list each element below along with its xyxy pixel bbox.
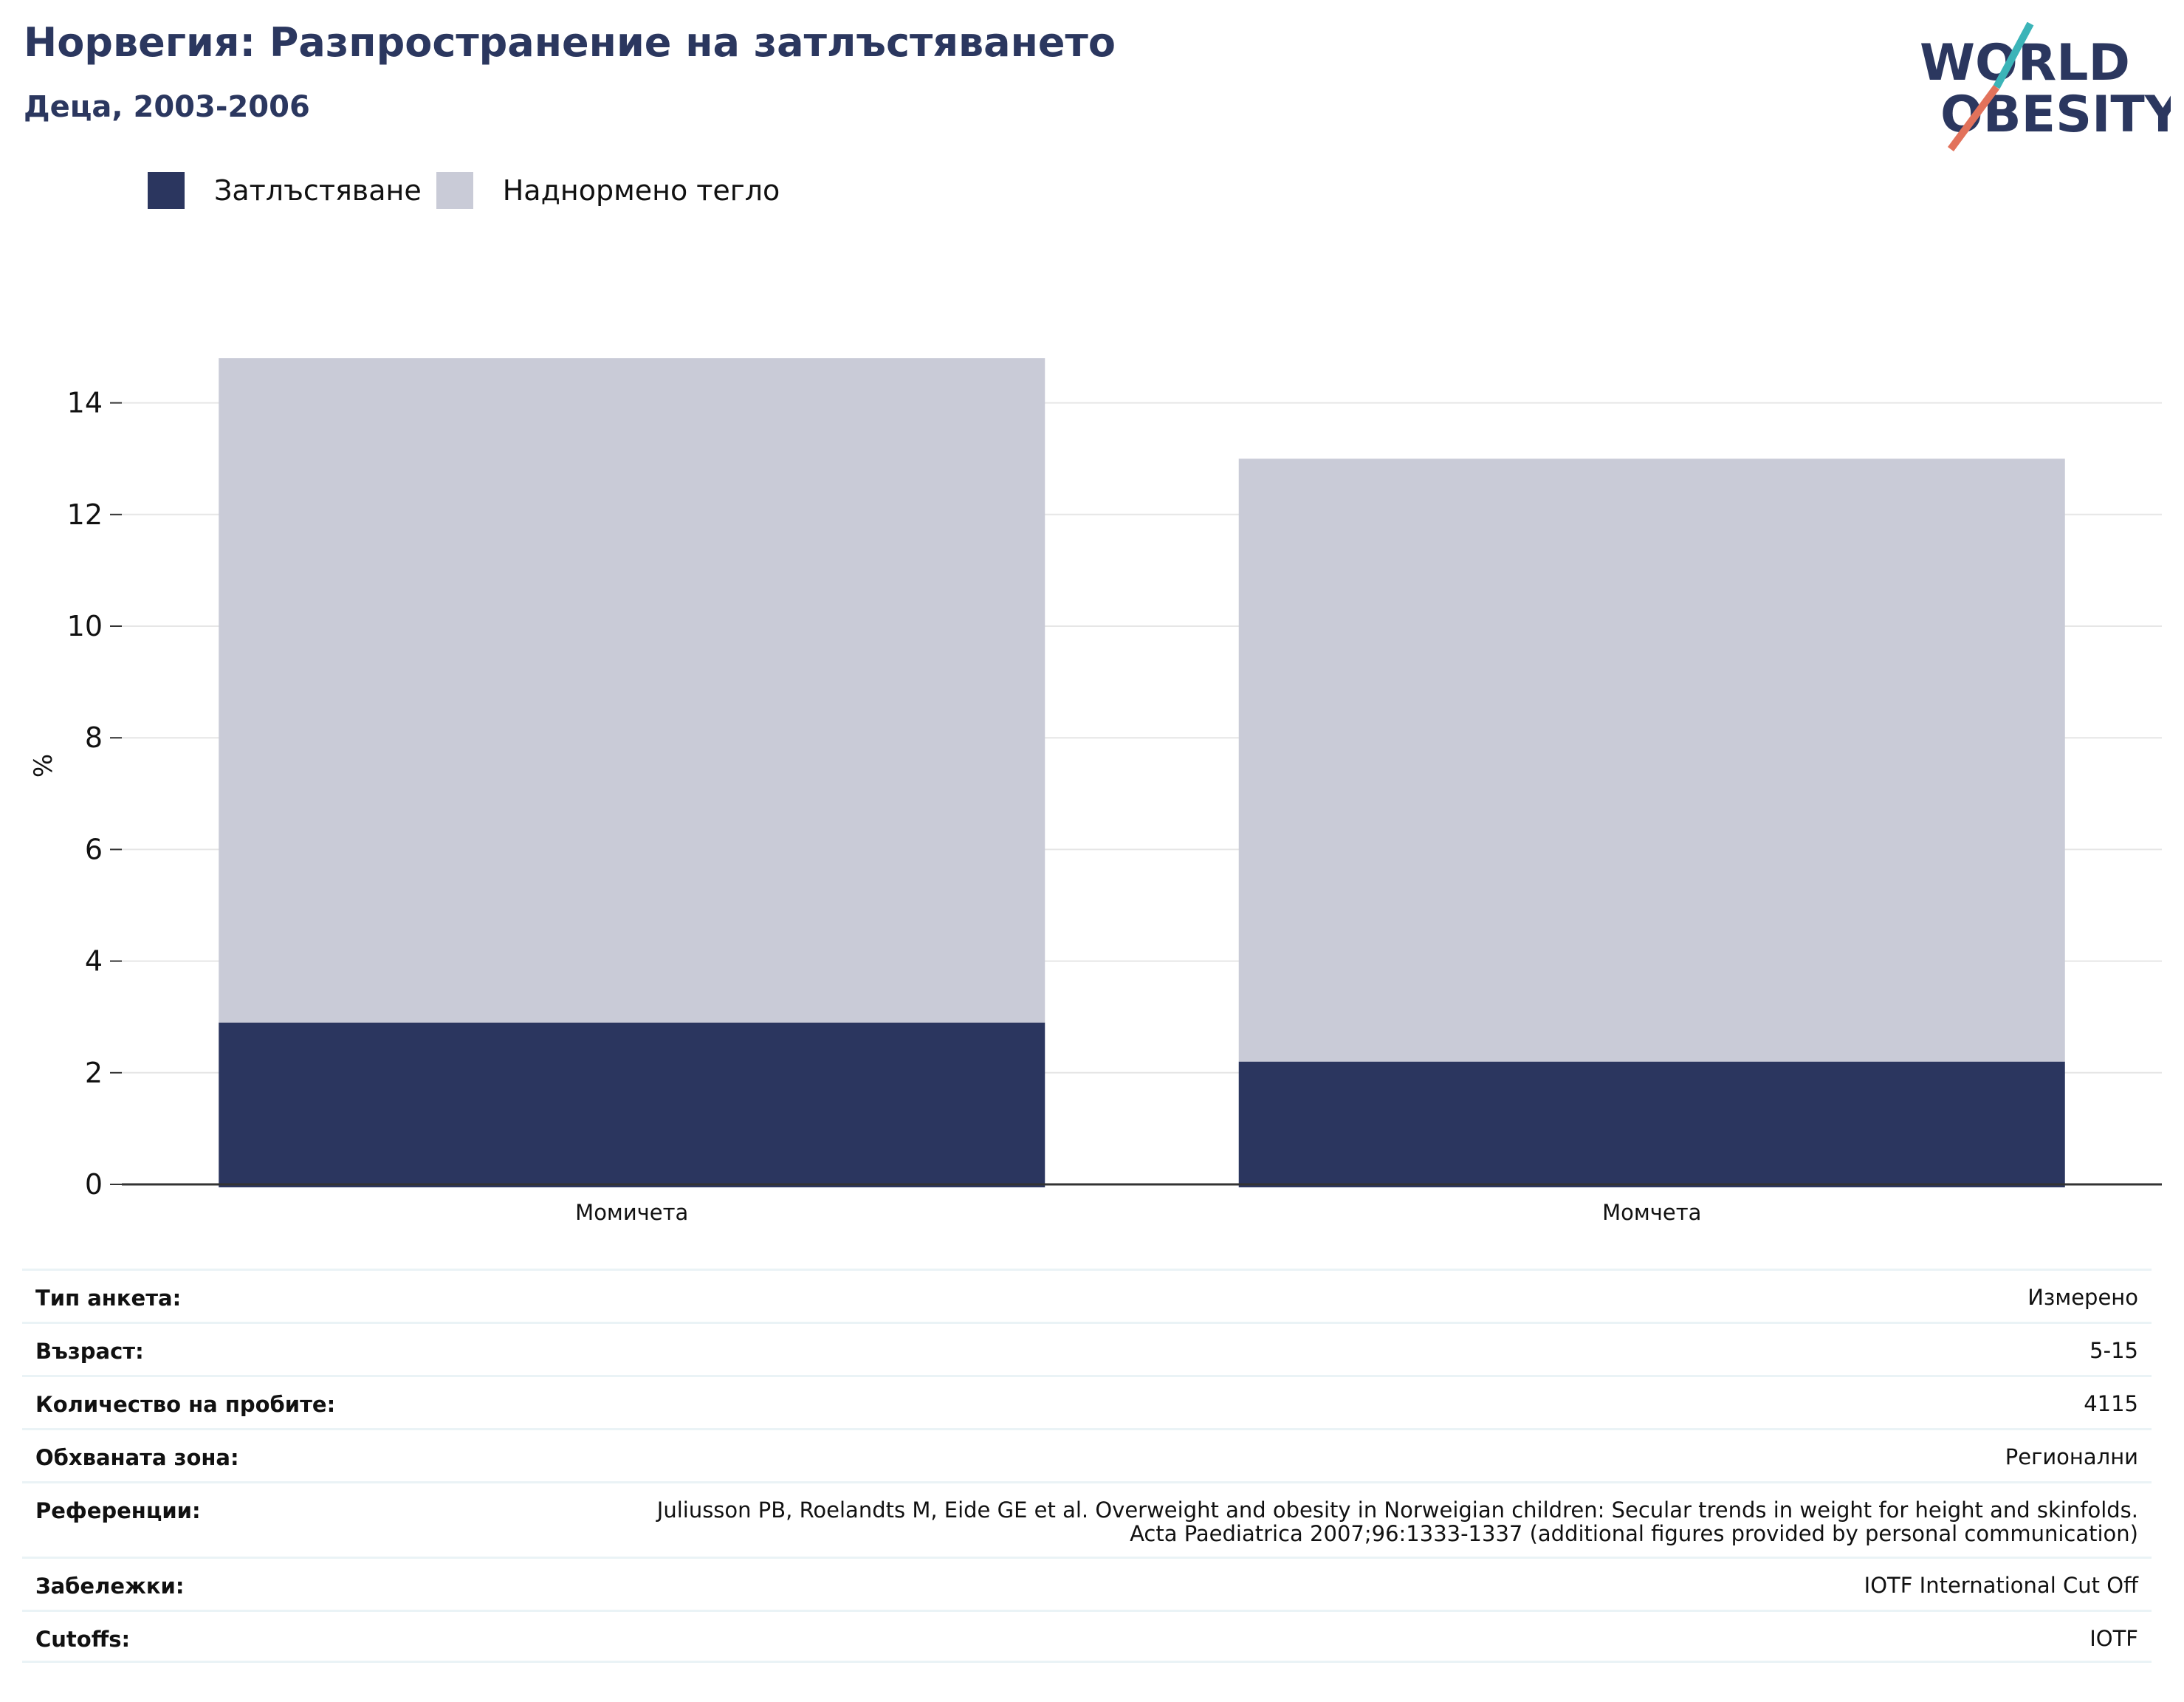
logo-slash-top (1993, 22, 2034, 89)
y-tick-label: 0 (85, 1168, 103, 1201)
world-obesity-logo: WORLD OBESITY (1920, 22, 2171, 151)
y-tick-label: 10 (67, 610, 103, 642)
survey-info-table: Тип анкета: Измерено Възраст: 5-15 Количеств… (22, 1269, 2152, 1663)
info-row: Референции: Juliusson PB, Roelandts M, Ei… (22, 1481, 2152, 1557)
info-label: Забележки: (35, 1574, 185, 1599)
x-tick-label: Момичета (575, 1200, 688, 1225)
info-row: Тип анкета: Измерено (22, 1269, 2152, 1322)
info-value: Juliusson PB, Roelandts M, Eide GE et al… (656, 1497, 2138, 1546)
info-value: IOTF International Cut Off (1864, 1573, 2138, 1598)
logo-slash-bottom (1947, 85, 2000, 151)
info-label: Обхваната зона: (35, 1445, 239, 1470)
x-tick-label: Момчета (1602, 1200, 1701, 1225)
y-tick-label: 14 (67, 387, 103, 419)
y-tick-label: 8 (85, 721, 103, 754)
chart-subtitle: Деца, 2003-2006 (24, 90, 310, 124)
info-row: Количество на пробите: 4115 (22, 1375, 2152, 1428)
info-label: Количество на пробите: (35, 1392, 336, 1417)
info-value: 4115 (2084, 1391, 2138, 1416)
info-label: Тип анкета: (35, 1286, 182, 1311)
info-label: Cutoffs: (35, 1627, 131, 1652)
info-value: 5-15 (2089, 1338, 2138, 1363)
y-tick-label: 12 (67, 498, 103, 531)
info-row: Възраст: 5-15 (22, 1322, 2152, 1375)
legend-item-obesity[interactable]: Затлъстяване (148, 172, 422, 209)
info-value: Измерено (2027, 1285, 2138, 1310)
y-axis-label: % (29, 754, 58, 778)
legend-swatch-overweight (436, 172, 473, 209)
stacked-bar-chart: 0 2 4 6 8 10 12 14% Момичета Момчета (29, 358, 2162, 1225)
y-tick-label: 6 (85, 833, 103, 865)
legend-label-overweight: Наднормено тегло (502, 174, 780, 207)
bar-obesity-1 (1238, 1061, 2065, 1187)
info-row: Обхваната зона: Регионални (22, 1428, 2152, 1481)
legend-swatch-obesity (148, 172, 185, 209)
bar-obesity-0 (219, 1022, 1045, 1187)
info-label: Възраст: (35, 1339, 144, 1364)
legend: Затлъстяване Наднормено тегло (148, 170, 780, 211)
logo-line1: WORLD (1920, 34, 2130, 92)
info-value: Регионални (2005, 1444, 2138, 1469)
legend-item-overweight[interactable]: Наднормено тегло (436, 172, 780, 209)
y-tick-label: 4 (85, 945, 103, 978)
chart-title: Норвегия: Разпространение на затлъстяван… (24, 19, 1116, 66)
info-value: IOTF (2089, 1626, 2138, 1651)
legend-label-obesity: Затлъстяване (214, 174, 422, 207)
bar-overweight-0 (219, 358, 1045, 1023)
bar-overweight-1 (1238, 459, 2065, 1062)
info-row: Забележки: IOTF International Cut Off (22, 1557, 2152, 1610)
info-label: Референции: (35, 1498, 201, 1523)
info-row: Cutoffs: IOTF (22, 1610, 2152, 1663)
y-tick-label: 2 (85, 1057, 103, 1089)
